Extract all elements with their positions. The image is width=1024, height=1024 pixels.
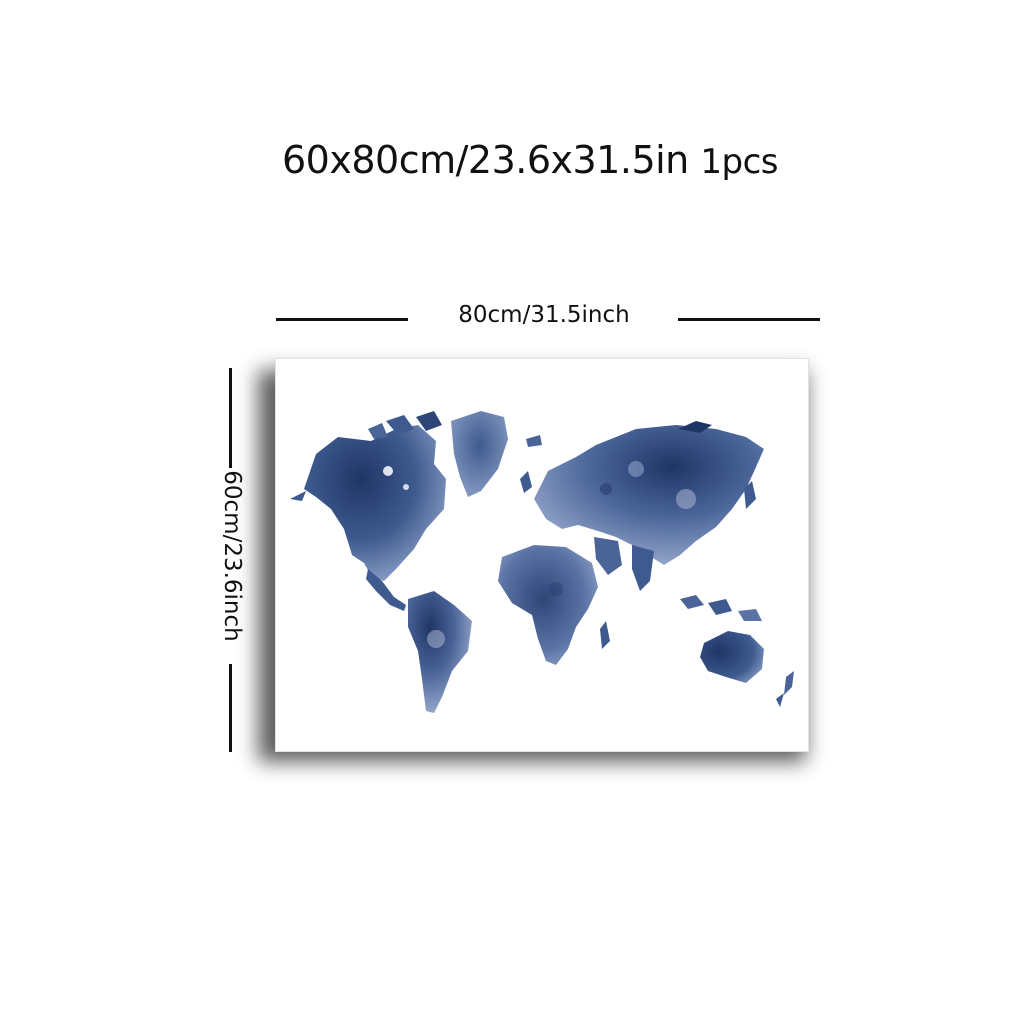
australia-shape (700, 631, 764, 683)
greenland-shape (451, 411, 508, 497)
north-america-shape (304, 425, 446, 581)
africa-shape (498, 545, 598, 665)
height-dimension-line-top (229, 368, 232, 468)
product-size-title: 60x80cm/23.6x31.5in 1pcs (0, 138, 1024, 182)
width-dimension-line-right (678, 318, 820, 321)
central-america-shape (366, 569, 406, 611)
width-dimension-line-left (276, 318, 408, 321)
quantity-text: 1pcs (700, 142, 778, 182)
canvas-print (275, 358, 809, 752)
eurasia-shape (534, 425, 764, 565)
height-dimension-label: 60cm/23.6inch (219, 470, 245, 642)
height-dimension-line-bottom (229, 664, 232, 752)
width-dimension-label: 80cm/31.5inch (458, 302, 630, 328)
world-map-image (290, 411, 794, 713)
south-america-shape (408, 591, 472, 713)
size-text: 60x80cm/23.6x31.5in (282, 138, 689, 182)
